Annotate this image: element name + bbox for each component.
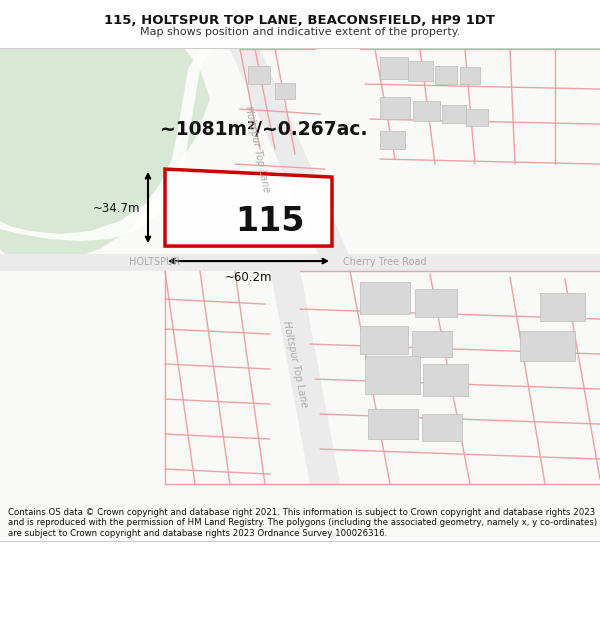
Polygon shape xyxy=(248,66,270,84)
Polygon shape xyxy=(423,364,468,396)
Text: HOLTSPUR: HOLTSPUR xyxy=(130,257,181,267)
Text: ~34.7m: ~34.7m xyxy=(92,201,140,214)
Text: Cherry Tree Road: Cherry Tree Road xyxy=(343,257,427,267)
Text: Holtspur Top Lane: Holtspur Top Lane xyxy=(243,105,271,193)
Polygon shape xyxy=(460,67,480,84)
Polygon shape xyxy=(230,49,355,269)
Polygon shape xyxy=(368,409,418,439)
Polygon shape xyxy=(540,293,585,321)
Polygon shape xyxy=(466,109,488,126)
Text: Map shows position and indicative extent of the property.: Map shows position and indicative extent… xyxy=(140,27,460,37)
Text: Contains OS data © Crown copyright and database right 2021. This information is : Contains OS data © Crown copyright and d… xyxy=(8,508,597,538)
Polygon shape xyxy=(360,326,408,354)
Polygon shape xyxy=(422,414,462,441)
Polygon shape xyxy=(435,66,457,84)
Polygon shape xyxy=(408,61,433,81)
Polygon shape xyxy=(360,282,410,314)
Polygon shape xyxy=(380,131,405,149)
Polygon shape xyxy=(412,331,452,357)
Polygon shape xyxy=(442,105,466,123)
Polygon shape xyxy=(0,49,210,264)
Polygon shape xyxy=(365,356,420,394)
Polygon shape xyxy=(275,83,295,99)
Polygon shape xyxy=(270,269,340,484)
Polygon shape xyxy=(380,57,408,79)
Polygon shape xyxy=(520,331,575,361)
Polygon shape xyxy=(0,49,210,241)
Text: Holtspur Top Lane: Holtspur Top Lane xyxy=(281,320,309,408)
Text: 115, HOLTSPUR TOP LANE, BEACONSFIELD, HP9 1DT: 115, HOLTSPUR TOP LANE, BEACONSFIELD, HP… xyxy=(104,14,496,27)
Polygon shape xyxy=(413,101,440,121)
Polygon shape xyxy=(380,97,410,119)
Polygon shape xyxy=(0,254,600,271)
Polygon shape xyxy=(165,169,332,246)
Text: ~1081m²/~0.267ac.: ~1081m²/~0.267ac. xyxy=(160,119,367,139)
Text: ~60.2m: ~60.2m xyxy=(224,271,272,284)
Text: 115: 115 xyxy=(235,204,305,238)
Polygon shape xyxy=(415,289,457,317)
